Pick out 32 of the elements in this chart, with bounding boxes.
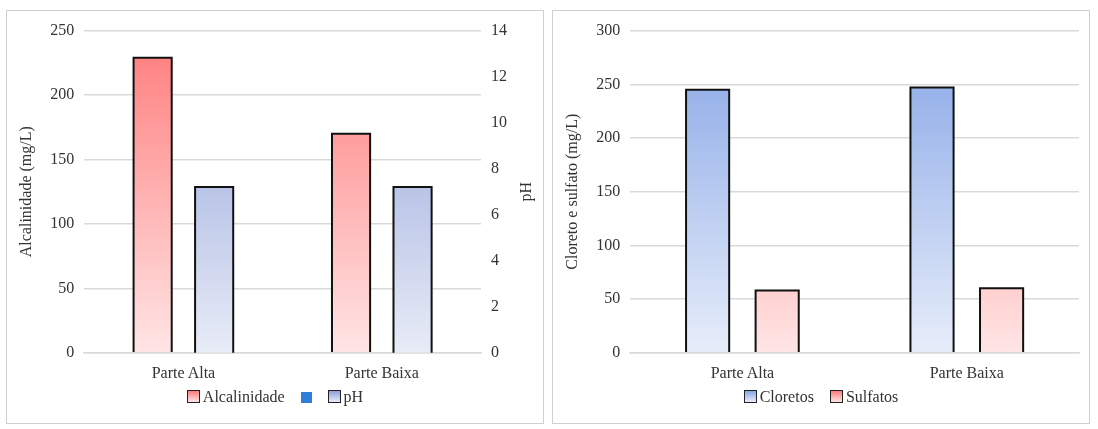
y-tick-label: 50 (58, 278, 75, 296)
x-tick-label: Parte Baixa (344, 363, 419, 381)
y2-tick-label: 12 (491, 66, 507, 84)
x-tick-label: Parte Alta (710, 363, 775, 381)
y2-tick-label: 6 (491, 204, 499, 222)
y2-tick-label: 2 (491, 296, 499, 314)
y-axis-title: Alcalinidade (mg/L) (16, 126, 35, 258)
y-tick-label: 150 (50, 149, 75, 167)
y-tick-label: 150 (596, 181, 621, 199)
y2-tick-label: 10 (491, 112, 507, 130)
legend-label: Alcalinidade (201, 388, 285, 406)
y-tick-label: 50 (604, 289, 621, 307)
y2-tick-label: 0 (491, 343, 499, 360)
y-axis-title: Cloreto e sulfato (mg/L) (562, 113, 581, 270)
y-tick-label: 250 (50, 20, 75, 38)
y-tick-label: 100 (596, 235, 621, 253)
y-tick-label: 200 (596, 128, 621, 146)
y-tick-label: 300 (596, 20, 621, 38)
y-tick-label: 250 (596, 74, 621, 92)
y2-tick-label: 14 (491, 20, 507, 38)
y2-tick-label: 8 (491, 158, 499, 176)
y-tick-label: 0 (66, 343, 75, 360)
y-tick-label: 100 (50, 214, 75, 232)
legend-label: pH (342, 388, 364, 406)
y2-tick-label: 4 (491, 250, 499, 268)
y-tick-label: 0 (612, 343, 621, 360)
y-tick-label: 200 (50, 85, 75, 103)
x-tick-label: Parte Alta (151, 363, 216, 381)
x-tick-label: Parte Baixa (929, 363, 1004, 381)
legend-label: Sulfatos (844, 388, 899, 406)
y2-axis-title: pH (517, 181, 536, 202)
legend-label: Cloretos (758, 388, 814, 406)
